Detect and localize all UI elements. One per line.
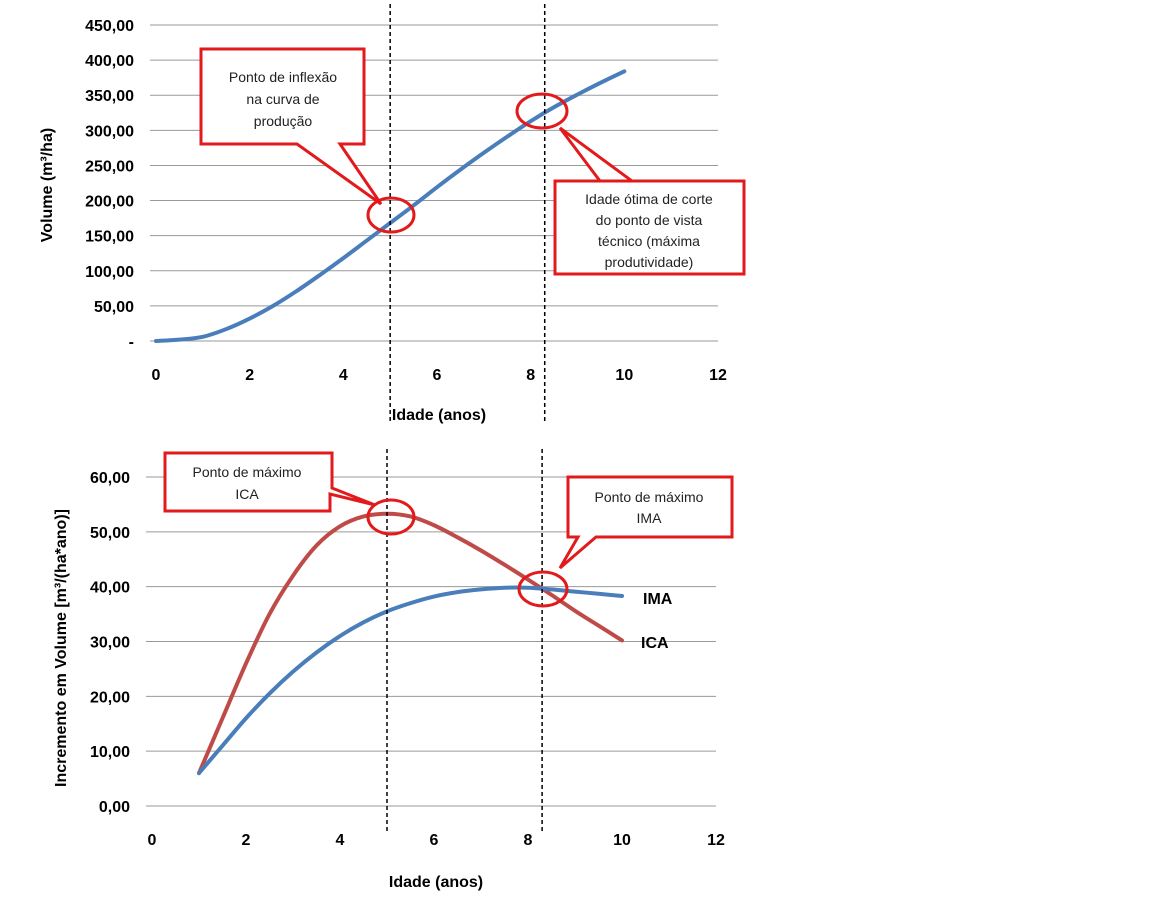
callout-optimum-line-2: do ponto de vista	[596, 212, 703, 228]
x-tick-label: 2	[245, 367, 254, 384]
x-tick-label: 8	[526, 367, 535, 384]
y-tick-label: -	[129, 334, 134, 351]
y-tick-label: 60,00	[90, 470, 130, 487]
volume-guide-lines	[389, 4, 546, 424]
y-tick-label: 30,00	[90, 635, 130, 652]
y-tick-label: 250,00	[85, 158, 134, 175]
ica-series-label: ICA	[641, 635, 669, 652]
callout-max-ica-box	[163, 451, 376, 513]
x-tick-label: 2	[242, 832, 251, 849]
y-tick-label: 400,00	[85, 53, 134, 70]
x-tick-label: 10	[613, 832, 631, 849]
y-tick-label: 200,00	[85, 194, 134, 211]
y-tick-label: 350,00	[85, 88, 134, 105]
volume-chart: - 50,00 100,00 150,00 200,00 250,00 300,00 350,…	[39, 4, 746, 424]
callout-max-ica: Ponto de máximo ICA	[163, 451, 416, 536]
x-tick-label: 0	[152, 367, 161, 384]
x-tick-label: 10	[615, 367, 633, 384]
callout-inflection-line-3: produção	[254, 113, 313, 129]
x-tick-label: 4	[336, 832, 345, 849]
ima-curve	[197, 585, 624, 776]
ima-series-label: IMA	[643, 591, 673, 608]
callout-optimum-line-4: produtividade)	[605, 254, 694, 270]
y-tick-label: 0,00	[99, 799, 130, 816]
y-tick-label: 450,00	[85, 18, 134, 35]
max-ima-highlight-ring	[517, 570, 569, 608]
volume-y-tick-labels: - 50,00 100,00 150,00 200,00 250,00 300,00 350,…	[85, 18, 134, 351]
callout-max-ica-line-2: ICA	[235, 486, 259, 502]
max-ica-highlight-ring	[366, 498, 416, 536]
increment-chart: 0,00 10,00 20,00 30,00 40,00 50,00 60,00 0 2 4 6 8…	[53, 449, 734, 891]
callout-max-ica-line-1: Ponto de máximo	[193, 464, 302, 480]
y-tick-label: 50,00	[94, 299, 134, 316]
x-tick-label: 0	[148, 832, 157, 849]
optimum-highlight-ring	[515, 92, 569, 130]
callout-optimum-line-1: Idade ótima de corte	[585, 191, 713, 207]
x-tick-label: 4	[339, 367, 348, 384]
volume-y-axis-title: Volume (m³/ha)	[39, 128, 56, 242]
y-tick-label: 50,00	[90, 525, 130, 542]
volume-x-tick-labels: 0 2 4 6 8 10 12	[152, 367, 727, 384]
callout-max-ima-line-1: Ponto de máximo	[595, 489, 704, 505]
x-tick-label: 6	[430, 832, 439, 849]
callout-optimum-age: Idade ótima de corte do ponto de vista t…	[515, 92, 746, 276]
x-tick-label: 12	[709, 367, 727, 384]
callout-inflection-line-1: Ponto de inflexão	[229, 69, 337, 85]
y-tick-label: 10,00	[90, 744, 130, 761]
increment-x-tick-labels: 0 2 4 6 8 10 12	[148, 832, 725, 849]
callout-inflection-box	[199, 47, 383, 206]
callout-max-ima-line-2: IMA	[637, 510, 663, 526]
x-tick-label: 12	[707, 832, 725, 849]
volume-x-axis-title: Idade (anos)	[392, 407, 486, 424]
increment-guide-lines	[386, 449, 543, 833]
callout-optimum-box	[553, 126, 746, 276]
increment-y-tick-labels: 0,00 10,00 20,00 30,00 40,00 50,00 60,00	[90, 470, 130, 816]
increment-x-axis-title: Idade (anos)	[389, 874, 483, 891]
y-tick-label: 40,00	[90, 580, 130, 597]
increment-y-axis-title: Incremento em Volume [m³/(ha*ano)]	[53, 509, 70, 787]
x-tick-label: 6	[433, 367, 442, 384]
y-tick-label: 150,00	[85, 229, 134, 246]
y-tick-label: 100,00	[85, 264, 134, 281]
callout-max-ima: Ponto de máximo IMA	[517, 475, 734, 608]
y-tick-label: 20,00	[90, 689, 130, 706]
callout-optimum-line-3: técnico (máxima	[598, 233, 700, 249]
inflection-highlight-ring	[366, 196, 416, 234]
ica-curve	[197, 511, 624, 776]
y-tick-label: 300,00	[85, 123, 134, 140]
callout-max-ima-box	[558, 475, 734, 570]
callout-inflection-line-2: na curva de	[246, 91, 319, 107]
callout-inflection-point: Ponto de inflexão na curva de produção	[199, 47, 416, 234]
x-tick-label: 8	[524, 832, 533, 849]
